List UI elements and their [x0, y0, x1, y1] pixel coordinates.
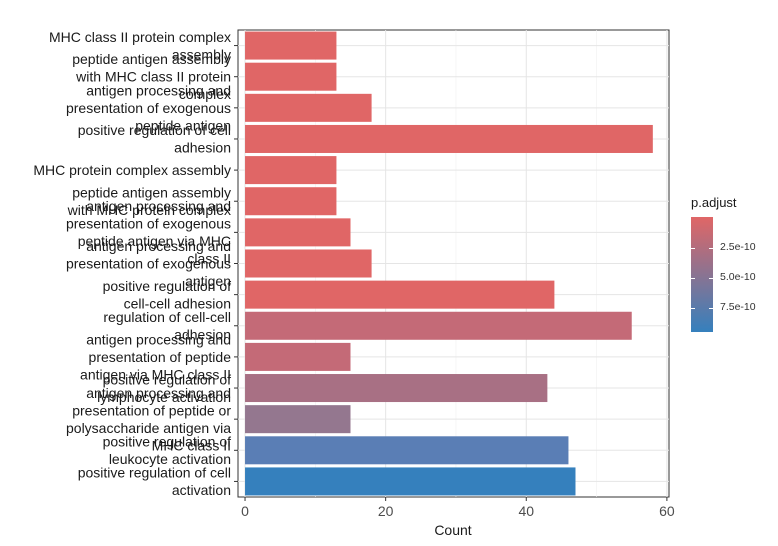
legend-tick: [709, 248, 713, 249]
y-tick-label: antigen processing and presentation of pe…: [80, 331, 231, 382]
bar: [245, 249, 372, 278]
legend-title: p.adjust: [691, 195, 737, 210]
bar: [245, 187, 337, 216]
legend-colorbar: [691, 217, 713, 332]
x-axis-ticks: 0 20 40 60: [241, 497, 675, 519]
bars: [245, 31, 653, 496]
bar: [245, 342, 351, 371]
y-tick-label: positive regulation of leukocyte activati…: [103, 434, 232, 468]
y-tick-label: MHC class II protein complex assembly: [49, 29, 231, 63]
y-tick-label: positive regulation of lymphocyte activat…: [97, 371, 231, 405]
y-tick-label: positive regulation of cell-cell adhesion: [103, 278, 232, 312]
y-tick-label: positive regulation of cell activation: [78, 465, 231, 499]
legend-tick: [691, 248, 695, 249]
y-tick-label: antigen processing and presentation of ex…: [66, 82, 231, 133]
y-axis-labels: MHC class II protein complex assemblypept…: [33, 29, 238, 498]
x-tick-label: 0: [241, 503, 249, 519]
bar: [245, 280, 555, 309]
bar: [245, 156, 337, 185]
bar: [245, 467, 576, 496]
x-tick-label: 40: [518, 503, 534, 519]
y-tick-label: peptide antigen assembly with MHC class I…: [72, 51, 231, 102]
legend-label: 7.5e-10: [720, 301, 756, 313]
legend-label: 5.0e-10: [720, 271, 756, 283]
bar: [245, 93, 372, 122]
bar: [245, 405, 351, 434]
x-tick-label: 60: [659, 503, 675, 519]
y-tick-label: antigen processing and presentation of pe…: [66, 385, 231, 454]
legend-tick: [709, 278, 713, 279]
bar: [245, 62, 337, 91]
bar: [245, 124, 653, 153]
x-axis-title: Count: [434, 522, 471, 538]
bar: [245, 436, 569, 465]
y-tick-label: MHC protein complex assembly: [33, 162, 231, 178]
bar: [245, 31, 337, 60]
bar: [245, 374, 548, 403]
y-tick-label: positive regulation of cell adhesion: [78, 122, 231, 156]
y-tick-label: regulation of cell-cell adhesion: [103, 309, 231, 343]
legend-label: 2.5e-10: [720, 241, 756, 253]
y-tick-label: antigen processing and presentation of ex…: [66, 198, 231, 267]
y-tick-label: peptide antigen assembly with MHC protein…: [67, 184, 231, 218]
bar: [245, 218, 351, 247]
legend-tick: [691, 308, 695, 309]
x-tick-label: 20: [378, 503, 394, 519]
y-tick-label: antigen processing and presentation of ex…: [66, 238, 231, 289]
bar: [245, 311, 632, 340]
legend-tick: [691, 278, 695, 279]
legend-tick: [709, 308, 713, 309]
